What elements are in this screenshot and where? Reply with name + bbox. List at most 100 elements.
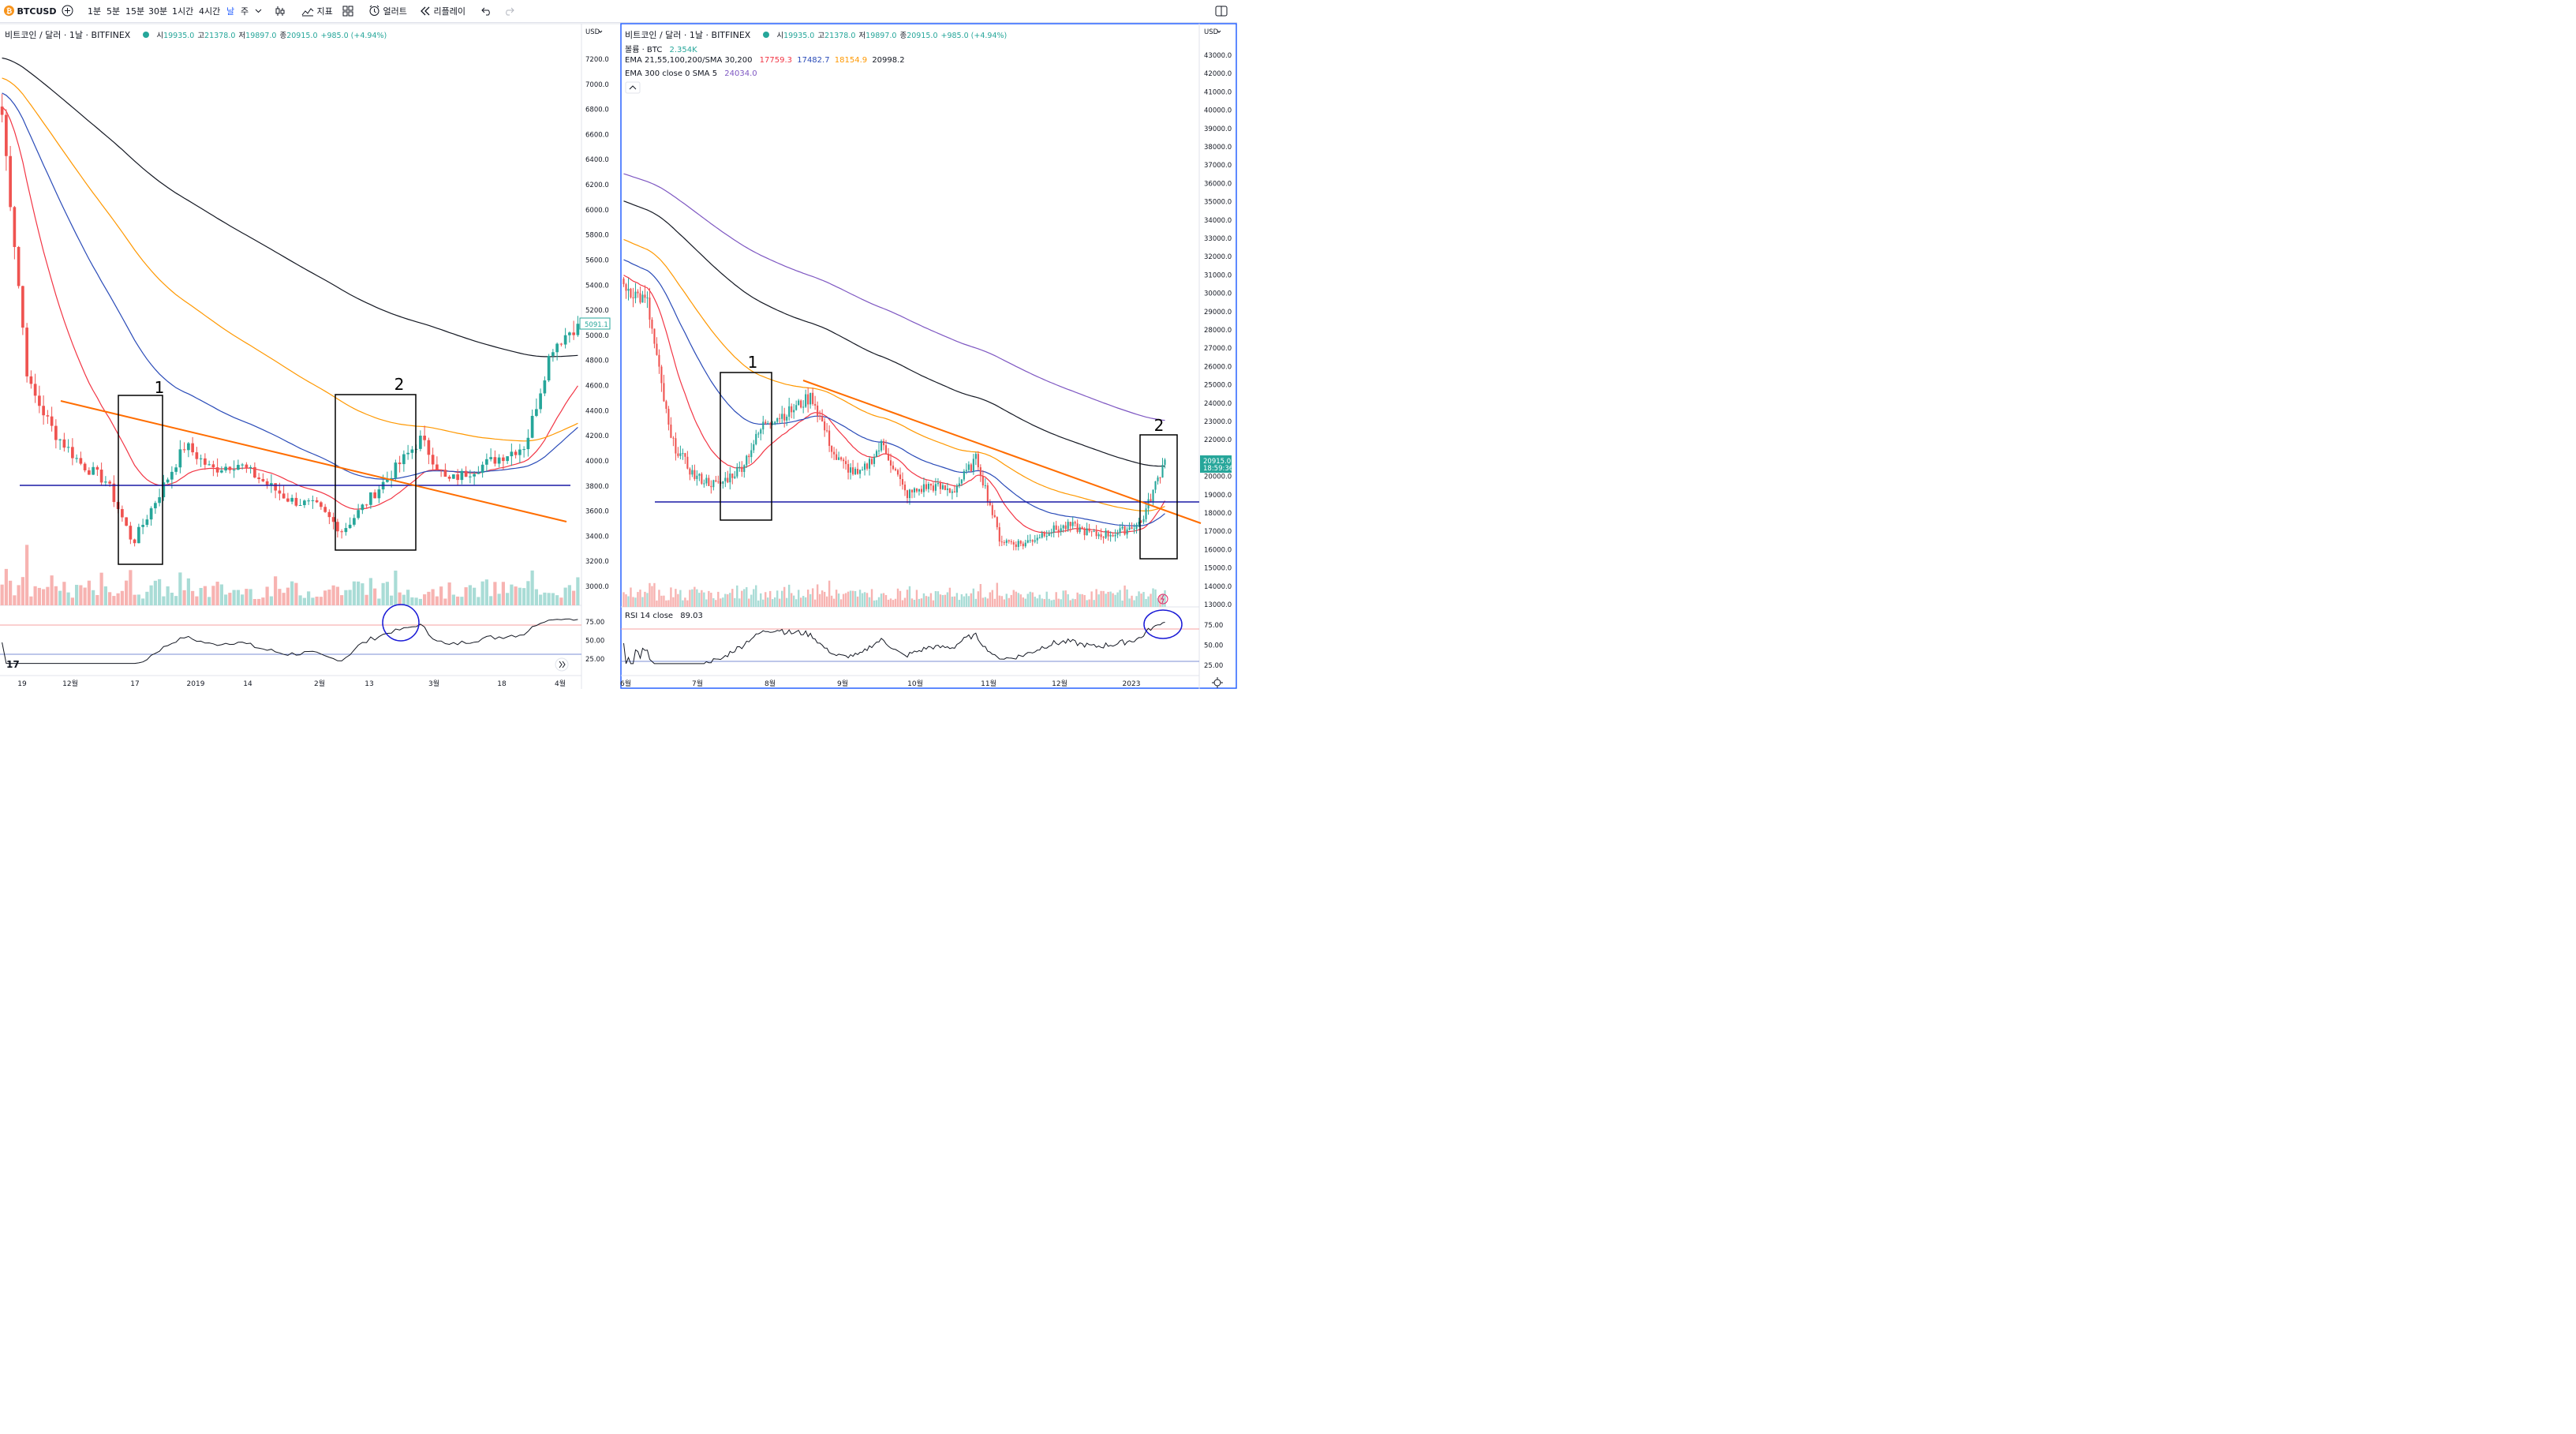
settings-gear-icon[interactable] [1213,679,1221,687]
interval-30m[interactable]: 30분 [148,6,168,17]
price-tick: 36000.0 [1204,180,1232,188]
volume-bar [1022,597,1024,607]
volume-bar [948,587,952,607]
rsi-legend[interactable]: RSI 14 close 89.03 [625,612,703,620]
volume-bar [772,599,774,607]
redo-button[interactable] [503,0,514,23]
interval-week[interactable]: 주 [241,6,249,17]
volume-bar [939,594,942,607]
candle-body [398,462,402,465]
price-tick: 7200.0 [585,56,609,64]
volume-bar [984,597,987,607]
volume-bar [1067,593,1069,607]
chart-type-button[interactable] [275,0,286,23]
time-tick: 2023 [1123,680,1141,688]
volume-bar [530,570,534,605]
volume-bar [245,589,249,605]
candle-body [1161,464,1164,478]
volume-bar [839,599,843,607]
ema300-legend[interactable]: EMA 300 close 0 SMA 5 24034.0 [625,69,757,78]
candle-body [836,454,838,460]
volume-bar [993,598,996,607]
indicators-button[interactable]: 지표 [301,0,333,23]
volume-bar [1026,593,1029,607]
time-tick: 12월 [62,679,78,688]
candle-body [390,477,393,479]
ema-legend[interactable]: EMA 21,55,100,200/SMA 30,200 17759.3 174… [625,56,905,65]
scroll-realtime-button[interactable] [555,657,569,672]
candle-body [731,474,734,478]
fullscreen-button[interactable] [1215,0,1228,23]
interval-dropdown[interactable] [255,0,262,23]
add-symbol-icon [62,5,73,17]
volume-bar [901,600,904,607]
candle-body [1074,522,1076,524]
alert-label: 얼러트 [383,6,407,17]
symbol-selector[interactable]: ₿ BTCUSD [4,0,56,23]
volume-bar [715,600,717,607]
interval-day[interactable]: 날 [226,6,235,17]
volume-bar [972,588,975,607]
volume-bar [219,584,223,605]
candle-body [802,406,805,408]
interval-5m[interactable]: 5분 [107,6,121,17]
candle-body [414,448,418,450]
undo-button[interactable] [481,0,492,23]
volume-bar [986,598,989,607]
volume-bar [315,596,319,605]
interval-4h[interactable]: 4시간 [199,6,221,17]
volume-bar [809,593,812,607]
candle-body [54,425,58,440]
volume-bar [896,588,899,607]
candle-body [1052,525,1055,533]
price-tick: 38000.0 [1204,144,1232,152]
alert-button[interactable]: 얼러트 [368,0,407,23]
candle-body [178,449,182,468]
undo-icon [481,7,490,16]
layout-button[interactable] [342,0,353,23]
volume-bar [473,587,477,605]
volume-bar [1154,589,1157,607]
candle-body [1147,499,1150,509]
time-tick: 3월 [428,679,439,688]
volume-bar [797,590,800,607]
candle-body [187,443,190,451]
collapse-legend-button[interactable] [625,81,641,94]
left-currency-label[interactable]: USD [585,28,600,36]
volume-bar [489,596,493,605]
add-symbol-button[interactable] [62,0,73,23]
interval-1m[interactable]: 1분 [88,6,102,17]
volume-bar [1081,593,1083,607]
candle-body [311,500,315,501]
price-tick: 26000.0 [1204,363,1232,371]
candle-body [17,246,21,286]
volume-legend[interactable]: 볼륨 · BTC 2.354K [625,46,697,54]
candle-body [38,395,41,406]
candle-body [1126,529,1128,535]
volume-bar [352,581,356,605]
volume-bar [932,600,935,607]
candle-body [92,466,95,475]
volume-bar [738,598,741,607]
candle-body [75,458,78,459]
volume-bar [887,599,890,607]
volume-bar [880,593,883,607]
candle-body [1131,527,1133,530]
candle-body [691,470,694,475]
volume-bar [835,590,838,607]
interval-1h[interactable]: 1시간 [172,6,194,17]
volume-bar [477,597,480,605]
volume-bar [651,586,653,607]
volume-bar [741,590,743,607]
volume-bar [1029,591,1031,607]
replay-button[interactable]: 리플레이 [420,0,465,23]
right-box-1 [720,372,772,521]
right-currency-label[interactable]: USD [1204,28,1219,36]
candle-body [514,451,518,455]
volume-bar [790,593,793,607]
candle-body [944,485,946,490]
price-tick: 13000.0 [1204,601,1232,609]
volume-bar [760,593,762,607]
interval-15m[interactable]: 15분 [125,6,145,17]
volume-bar [87,580,91,605]
